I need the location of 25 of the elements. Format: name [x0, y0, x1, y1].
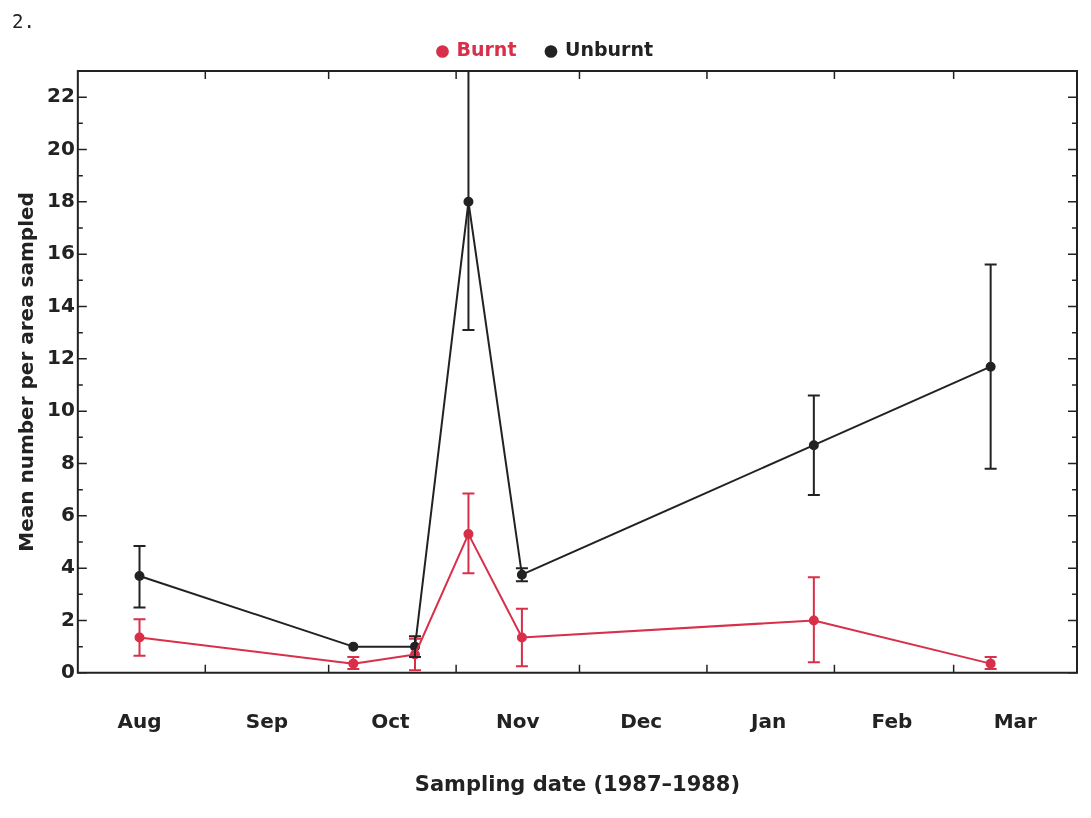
y-tick-label: 8 — [60, 449, 75, 474]
y-tick-label: 16 — [46, 240, 75, 265]
x-tick-label: Nov — [496, 709, 540, 733]
y-tick-label: 6 — [60, 502, 75, 527]
y-tick-label: 22 — [46, 83, 75, 108]
y-tick-label: 4 — [60, 554, 75, 579]
x-tick-label: Aug — [117, 709, 162, 733]
x-axis-title: Sampling date (1987–1988) — [414, 771, 741, 796]
y-tick-label: 12 — [46, 345, 75, 370]
x-tick-label: Jan — [749, 709, 787, 733]
y-tick-label: 0 — [60, 659, 75, 683]
y-axis-title: Mean number per area sampled — [14, 192, 39, 552]
y-tick-label: 14 — [46, 292, 75, 317]
y-tick-label: 2 — [60, 606, 75, 631]
x-tick-label: Feb — [871, 709, 913, 733]
x-tick-label: Dec — [620, 709, 663, 733]
y-tick-label: 10 — [46, 397, 75, 422]
legend-label: Burnt — [456, 38, 517, 61]
y-tick-label: 18 — [46, 188, 75, 213]
y-tick-label: 20 — [46, 135, 75, 160]
x-tick-label: Mar — [993, 709, 1038, 733]
text: 2. — [12, 10, 35, 33]
x-tick-label: Sep — [245, 709, 289, 733]
legend-label: Unburnt — [564, 38, 654, 61]
x-tick-label: Oct — [371, 709, 410, 733]
